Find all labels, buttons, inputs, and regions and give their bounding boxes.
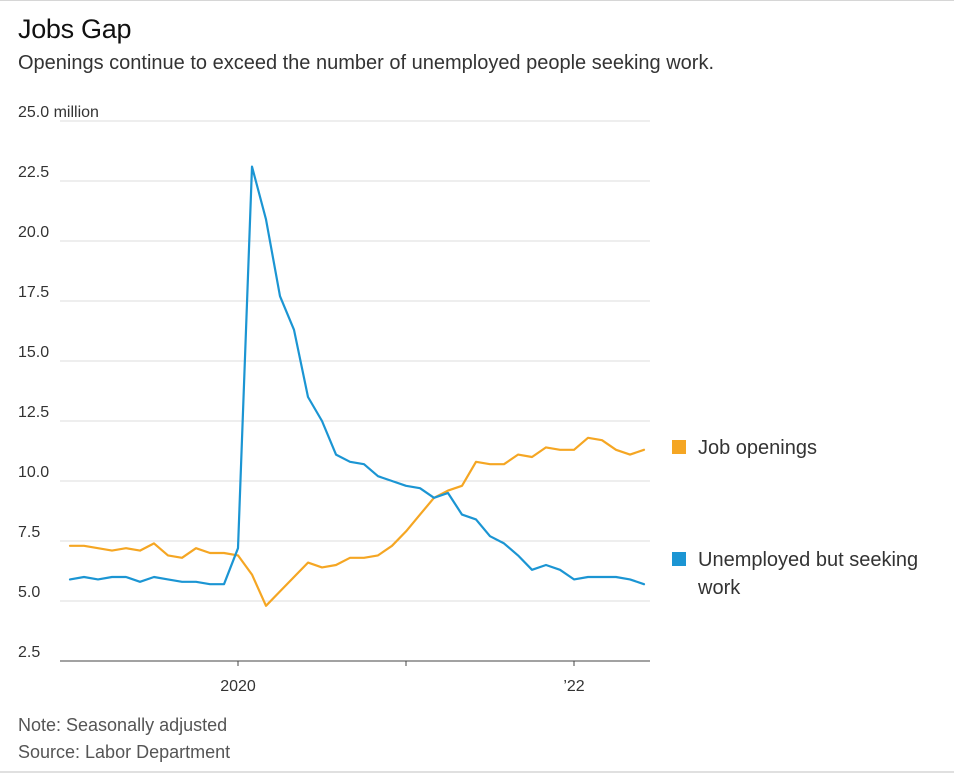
grid-layer xyxy=(60,120,650,662)
bottom-rule xyxy=(0,771,954,773)
legend-label-job-openings: Job openings xyxy=(698,437,817,459)
series-line-unemployed xyxy=(68,165,646,586)
y-tick-label: 2.5 xyxy=(18,644,40,661)
axis-layer: 25.0 million 22.5 20.0 17.5 15.0 12.5 10.0 7.5 5… xyxy=(18,104,585,695)
y-tick-label: 25.0 million xyxy=(18,104,99,121)
x-tick-label: ’22 xyxy=(563,678,584,695)
y-tick-label: 7.5 xyxy=(18,524,40,541)
top-rule xyxy=(0,0,954,1)
series-line-job-openings xyxy=(68,436,646,607)
y-tick-label: 17.5 xyxy=(18,284,49,301)
legend-item-unemployed: Unemployed but seeking work xyxy=(672,546,952,602)
footnote: Note: Seasonally adjusted xyxy=(18,715,228,735)
y-tick-label: 20.0 xyxy=(18,224,49,241)
series-layer xyxy=(68,165,646,607)
x-tick-label: 2020 xyxy=(220,678,256,695)
y-tick-label: 22.5 xyxy=(18,164,49,181)
y-tick-label: 10.0 xyxy=(18,464,49,481)
legend-swatch-unemployed xyxy=(672,551,686,566)
chart-title: Jobs Gap xyxy=(18,14,132,44)
legend-label-unemployed: Unemployed but seeking work xyxy=(698,549,919,599)
y-tick-label: 5.0 xyxy=(18,584,40,601)
y-tick-label: 12.5 xyxy=(18,404,49,421)
chart-subtitle: Openings continue to exceed the number o… xyxy=(18,52,715,74)
legend-swatch-job-openings xyxy=(672,439,686,454)
y-tick-label: 15.0 xyxy=(18,344,49,361)
source-note: Source: Labor Department xyxy=(18,742,231,762)
legend-item-job-openings: Job openings xyxy=(672,434,817,462)
